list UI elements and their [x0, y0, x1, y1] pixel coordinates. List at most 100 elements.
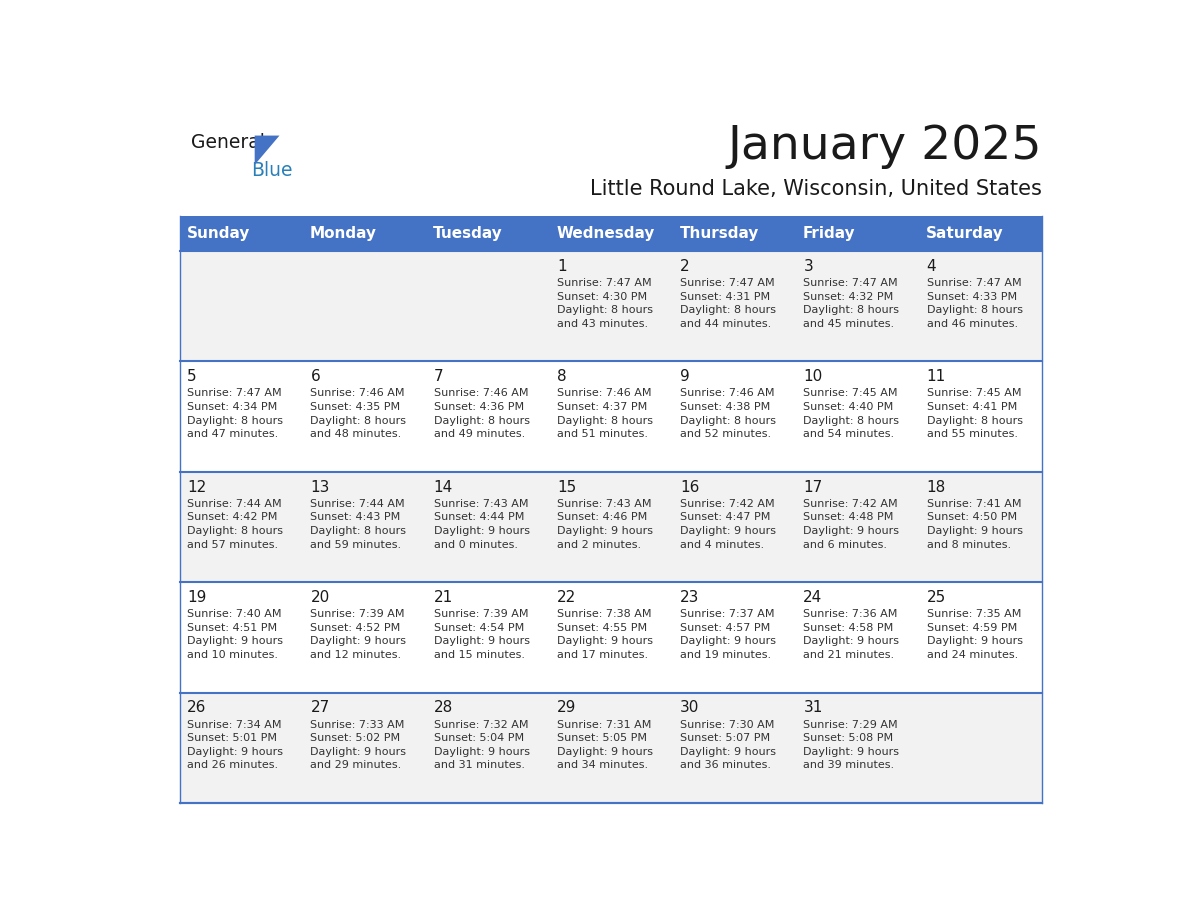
Text: 11: 11: [927, 369, 946, 385]
Bar: [303, 362, 426, 472]
Text: Wednesday: Wednesday: [556, 226, 655, 241]
Bar: [796, 472, 918, 582]
Text: 19: 19: [188, 590, 207, 605]
Text: Sunrise: 7:46 AM
Sunset: 4:36 PM
Daylight: 8 hours
and 49 minutes.: Sunrise: 7:46 AM Sunset: 4:36 PM Dayligh…: [434, 388, 530, 439]
Text: 31: 31: [803, 700, 823, 715]
Polygon shape: [254, 136, 279, 165]
Bar: [672, 362, 796, 472]
Bar: [672, 472, 796, 582]
Text: 14: 14: [434, 479, 453, 495]
Bar: [796, 217, 918, 251]
Text: 10: 10: [803, 369, 822, 385]
Text: Sunrise: 7:44 AM
Sunset: 4:43 PM
Daylight: 8 hours
and 59 minutes.: Sunrise: 7:44 AM Sunset: 4:43 PM Dayligh…: [310, 498, 406, 550]
Text: Sunrise: 7:45 AM
Sunset: 4:40 PM
Daylight: 8 hours
and 54 minutes.: Sunrise: 7:45 AM Sunset: 4:40 PM Dayligh…: [803, 388, 899, 439]
Bar: [179, 251, 303, 362]
Text: Sunrise: 7:39 AM
Sunset: 4:52 PM
Daylight: 9 hours
and 12 minutes.: Sunrise: 7:39 AM Sunset: 4:52 PM Dayligh…: [310, 610, 406, 660]
Bar: [796, 693, 918, 803]
Text: Sunday: Sunday: [187, 226, 249, 241]
Text: Sunrise: 7:37 AM
Sunset: 4:57 PM
Daylight: 9 hours
and 19 minutes.: Sunrise: 7:37 AM Sunset: 4:57 PM Dayligh…: [681, 610, 776, 660]
Bar: [303, 217, 426, 251]
Text: 26: 26: [188, 700, 207, 715]
Text: 2: 2: [681, 259, 690, 274]
Text: Sunrise: 7:42 AM
Sunset: 4:47 PM
Daylight: 9 hours
and 4 minutes.: Sunrise: 7:42 AM Sunset: 4:47 PM Dayligh…: [681, 498, 776, 550]
Bar: [426, 582, 549, 693]
Text: Sunrise: 7:35 AM
Sunset: 4:59 PM
Daylight: 9 hours
and 24 minutes.: Sunrise: 7:35 AM Sunset: 4:59 PM Dayligh…: [927, 610, 1023, 660]
Text: Monday: Monday: [310, 226, 377, 241]
Bar: [672, 582, 796, 693]
Text: Sunrise: 7:41 AM
Sunset: 4:50 PM
Daylight: 9 hours
and 8 minutes.: Sunrise: 7:41 AM Sunset: 4:50 PM Dayligh…: [927, 498, 1023, 550]
Text: 6: 6: [310, 369, 321, 385]
Text: Sunrise: 7:47 AM
Sunset: 4:30 PM
Daylight: 8 hours
and 43 minutes.: Sunrise: 7:47 AM Sunset: 4:30 PM Dayligh…: [557, 278, 653, 329]
Text: 9: 9: [681, 369, 690, 385]
Bar: [918, 362, 1042, 472]
Text: 22: 22: [557, 590, 576, 605]
Text: Sunrise: 7:34 AM
Sunset: 5:01 PM
Daylight: 9 hours
and 26 minutes.: Sunrise: 7:34 AM Sunset: 5:01 PM Dayligh…: [188, 720, 283, 770]
Text: Friday: Friday: [803, 226, 855, 241]
Text: Sunrise: 7:47 AM
Sunset: 4:31 PM
Daylight: 8 hours
and 44 minutes.: Sunrise: 7:47 AM Sunset: 4:31 PM Dayligh…: [681, 278, 776, 329]
Bar: [179, 362, 303, 472]
Text: Sunrise: 7:30 AM
Sunset: 5:07 PM
Daylight: 9 hours
and 36 minutes.: Sunrise: 7:30 AM Sunset: 5:07 PM Dayligh…: [681, 720, 776, 770]
Bar: [426, 693, 549, 803]
Text: 15: 15: [557, 479, 576, 495]
Text: Sunrise: 7:39 AM
Sunset: 4:54 PM
Daylight: 9 hours
and 15 minutes.: Sunrise: 7:39 AM Sunset: 4:54 PM Dayligh…: [434, 610, 530, 660]
Text: 24: 24: [803, 590, 822, 605]
Text: 3: 3: [803, 259, 813, 274]
Text: Little Round Lake, Wisconsin, United States: Little Round Lake, Wisconsin, United Sta…: [590, 179, 1042, 199]
Text: 29: 29: [557, 700, 576, 715]
Text: Sunrise: 7:44 AM
Sunset: 4:42 PM
Daylight: 8 hours
and 57 minutes.: Sunrise: 7:44 AM Sunset: 4:42 PM Dayligh…: [188, 498, 283, 550]
Text: Saturday: Saturday: [925, 226, 1004, 241]
Text: Sunrise: 7:47 AM
Sunset: 4:34 PM
Daylight: 8 hours
and 47 minutes.: Sunrise: 7:47 AM Sunset: 4:34 PM Dayligh…: [188, 388, 283, 439]
Text: Sunrise: 7:42 AM
Sunset: 4:48 PM
Daylight: 9 hours
and 6 minutes.: Sunrise: 7:42 AM Sunset: 4:48 PM Dayligh…: [803, 498, 899, 550]
Bar: [179, 217, 303, 251]
Text: 17: 17: [803, 479, 822, 495]
Text: 28: 28: [434, 700, 453, 715]
Text: Sunrise: 7:33 AM
Sunset: 5:02 PM
Daylight: 9 hours
and 29 minutes.: Sunrise: 7:33 AM Sunset: 5:02 PM Dayligh…: [310, 720, 406, 770]
Bar: [918, 582, 1042, 693]
Text: Sunrise: 7:38 AM
Sunset: 4:55 PM
Daylight: 9 hours
and 17 minutes.: Sunrise: 7:38 AM Sunset: 4:55 PM Dayligh…: [557, 610, 653, 660]
Bar: [426, 217, 549, 251]
Text: Sunrise: 7:46 AM
Sunset: 4:38 PM
Daylight: 8 hours
and 52 minutes.: Sunrise: 7:46 AM Sunset: 4:38 PM Dayligh…: [681, 388, 776, 439]
Bar: [426, 251, 549, 362]
Text: Sunrise: 7:31 AM
Sunset: 5:05 PM
Daylight: 9 hours
and 34 minutes.: Sunrise: 7:31 AM Sunset: 5:05 PM Dayligh…: [557, 720, 653, 770]
Text: Sunrise: 7:46 AM
Sunset: 4:35 PM
Daylight: 8 hours
and 48 minutes.: Sunrise: 7:46 AM Sunset: 4:35 PM Dayligh…: [310, 388, 406, 439]
Text: 21: 21: [434, 590, 453, 605]
Bar: [179, 582, 303, 693]
Text: 18: 18: [927, 479, 946, 495]
Bar: [672, 251, 796, 362]
Bar: [796, 582, 918, 693]
Text: 25: 25: [927, 590, 946, 605]
Text: General: General: [191, 133, 265, 152]
Bar: [303, 472, 426, 582]
Text: 30: 30: [681, 700, 700, 715]
Text: 13: 13: [310, 479, 330, 495]
Text: Sunrise: 7:32 AM
Sunset: 5:04 PM
Daylight: 9 hours
and 31 minutes.: Sunrise: 7:32 AM Sunset: 5:04 PM Dayligh…: [434, 720, 530, 770]
Text: 5: 5: [188, 369, 197, 385]
Text: Thursday: Thursday: [680, 226, 759, 241]
Text: Tuesday: Tuesday: [432, 226, 503, 241]
Text: Sunrise: 7:47 AM
Sunset: 4:33 PM
Daylight: 8 hours
and 46 minutes.: Sunrise: 7:47 AM Sunset: 4:33 PM Dayligh…: [927, 278, 1023, 329]
Text: Sunrise: 7:43 AM
Sunset: 4:44 PM
Daylight: 9 hours
and 0 minutes.: Sunrise: 7:43 AM Sunset: 4:44 PM Dayligh…: [434, 498, 530, 550]
Text: Sunrise: 7:45 AM
Sunset: 4:41 PM
Daylight: 8 hours
and 55 minutes.: Sunrise: 7:45 AM Sunset: 4:41 PM Dayligh…: [927, 388, 1023, 439]
Bar: [426, 472, 549, 582]
Text: Sunrise: 7:36 AM
Sunset: 4:58 PM
Daylight: 9 hours
and 21 minutes.: Sunrise: 7:36 AM Sunset: 4:58 PM Dayligh…: [803, 610, 899, 660]
Bar: [918, 472, 1042, 582]
Text: Blue: Blue: [251, 161, 292, 180]
Bar: [672, 693, 796, 803]
Bar: [179, 472, 303, 582]
Bar: [549, 693, 672, 803]
Text: 20: 20: [310, 590, 330, 605]
Text: 4: 4: [927, 259, 936, 274]
Bar: [179, 693, 303, 803]
Text: Sunrise: 7:29 AM
Sunset: 5:08 PM
Daylight: 9 hours
and 39 minutes.: Sunrise: 7:29 AM Sunset: 5:08 PM Dayligh…: [803, 720, 899, 770]
Bar: [426, 362, 549, 472]
Text: Sunrise: 7:43 AM
Sunset: 4:46 PM
Daylight: 9 hours
and 2 minutes.: Sunrise: 7:43 AM Sunset: 4:46 PM Dayligh…: [557, 498, 653, 550]
Text: 1: 1: [557, 259, 567, 274]
Bar: [918, 693, 1042, 803]
Bar: [303, 693, 426, 803]
Bar: [918, 217, 1042, 251]
Text: 23: 23: [681, 590, 700, 605]
Bar: [796, 251, 918, 362]
Bar: [303, 582, 426, 693]
Text: Sunrise: 7:46 AM
Sunset: 4:37 PM
Daylight: 8 hours
and 51 minutes.: Sunrise: 7:46 AM Sunset: 4:37 PM Dayligh…: [557, 388, 653, 439]
Text: Sunrise: 7:40 AM
Sunset: 4:51 PM
Daylight: 9 hours
and 10 minutes.: Sunrise: 7:40 AM Sunset: 4:51 PM Dayligh…: [188, 610, 283, 660]
